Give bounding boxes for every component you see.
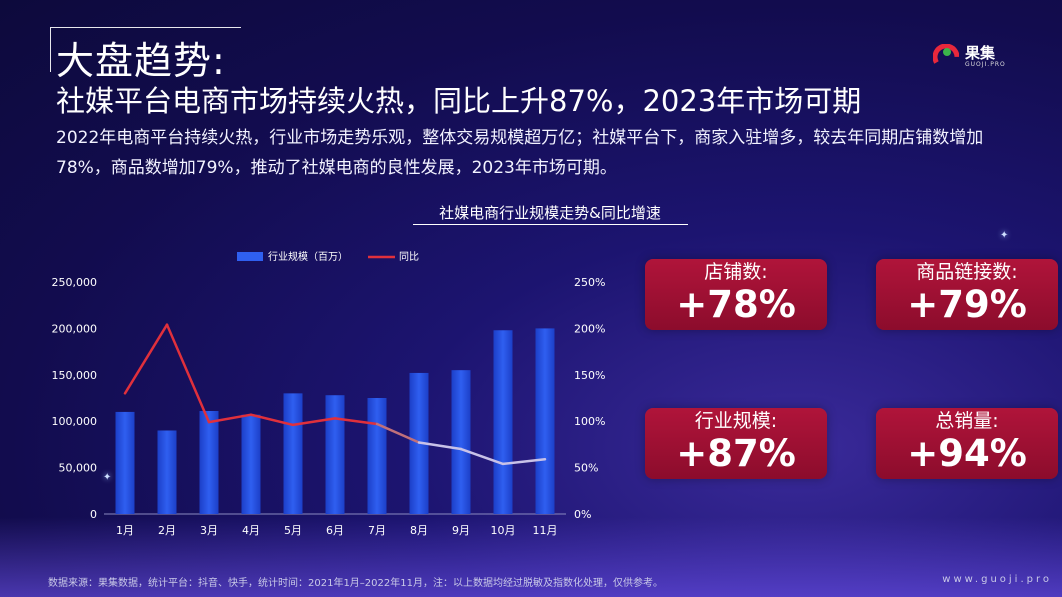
stat-card-label: 店铺数: bbox=[704, 261, 768, 283]
footer-note: 数据来源：果集数据，统计平台：抖音、快手，统计时间：2021年1月–2022年1… bbox=[48, 578, 663, 589]
bar bbox=[451, 370, 471, 514]
x-tick-label: 11月 bbox=[533, 524, 558, 537]
bar bbox=[283, 393, 303, 514]
bar bbox=[535, 328, 555, 514]
y-left-tick-label: 100,000 bbox=[52, 415, 98, 428]
y-left-tick-label: 50,000 bbox=[59, 462, 98, 475]
y-right-tick-label: 50% bbox=[574, 462, 598, 475]
page-subtitle: 社媒平台电商市场持续火热，同比上升87%，2023年市场可期 bbox=[56, 84, 862, 118]
bar bbox=[157, 430, 177, 514]
stat-card-label: 商品链接数: bbox=[916, 261, 1018, 283]
line-segment bbox=[123, 323, 169, 395]
y-right-tick-label: 200% bbox=[574, 322, 605, 335]
line-segment bbox=[375, 422, 421, 444]
x-tick-label: 4月 bbox=[242, 524, 260, 537]
page-title: 大盘趋势: bbox=[56, 39, 226, 83]
bar bbox=[493, 330, 513, 514]
legend-bar-label: 行业规模（百万） bbox=[268, 250, 348, 263]
page-description: 2022年电商平台持续火热，行业市场走势乐观，整体交易规模超万亿；社媒平台下，商… bbox=[56, 128, 984, 178]
chart: 0 50,000 100,000 150,000 200,000 250,000 0% 50%… bbox=[52, 250, 606, 537]
line-segment bbox=[207, 413, 253, 424]
background-glow bbox=[0, 517, 1062, 597]
footer-url: www.guoji.pro bbox=[942, 574, 1052, 585]
legend-line-label: 同比 bbox=[399, 251, 419, 263]
x-tick-label: 6月 bbox=[326, 524, 344, 537]
x-tick-label: 3月 bbox=[200, 524, 218, 537]
stat-card-label: 总销量: bbox=[935, 410, 999, 432]
logo-subtext: GUOJI.PRO bbox=[965, 61, 1006, 68]
x-tick-label: 1月 bbox=[116, 524, 134, 537]
stat-card-value: +79% bbox=[907, 283, 1027, 326]
bar bbox=[199, 410, 219, 514]
y-left-tick-label: 150,000 bbox=[52, 369, 98, 382]
y-left-tick-label: 200,000 bbox=[52, 322, 98, 335]
y-left-tick-label: 0 bbox=[90, 508, 97, 521]
chart-title: 社媒电商行业规模走势&同比增速 bbox=[439, 204, 661, 222]
bar bbox=[325, 395, 345, 514]
y-left-tick-label: 250,000 bbox=[52, 276, 98, 289]
stat-card-label: 行业规模: bbox=[694, 410, 778, 432]
y-right-tick-label: 100% bbox=[574, 415, 605, 428]
sparkle-icon: ✦ bbox=[1000, 230, 1009, 241]
x-tick-label: 2月 bbox=[158, 524, 176, 537]
x-tick-label: 5月 bbox=[284, 524, 302, 537]
x-tick-label: 9月 bbox=[452, 524, 470, 537]
stat-card-value: +94% bbox=[907, 432, 1027, 475]
y-right-tick-label: 250% bbox=[574, 276, 605, 289]
logo-icon bbox=[933, 44, 959, 70]
sparkle-icon: ✦ bbox=[103, 472, 112, 483]
legend-bar-swatch bbox=[237, 252, 263, 261]
line-segment bbox=[417, 441, 463, 451]
logo-name: 果集 bbox=[965, 44, 996, 62]
brand-logo: 果集 GUOJI.PRO bbox=[933, 44, 1006, 70]
stat-card-stores: 店铺数: +78% bbox=[645, 259, 827, 330]
chart-title-underline bbox=[413, 224, 688, 225]
line-segment bbox=[291, 417, 337, 427]
line-segment bbox=[459, 447, 505, 466]
stat-card-product-links: 商品链接数: +79% bbox=[876, 259, 1058, 330]
line-segment bbox=[333, 417, 379, 426]
x-tick-label: 7月 bbox=[368, 524, 386, 537]
title-frame bbox=[50, 27, 241, 72]
line-segment bbox=[165, 323, 211, 424]
y-right-tick-label: 0% bbox=[574, 508, 591, 521]
bar bbox=[367, 398, 387, 514]
bar bbox=[241, 414, 261, 514]
line-segment bbox=[249, 413, 295, 427]
stat-card-total-sales: 总销量: +94% bbox=[876, 408, 1058, 479]
stat-card-value: +78% bbox=[676, 283, 796, 326]
y-right-tick-label: 150% bbox=[574, 369, 605, 382]
line-segment bbox=[501, 457, 547, 466]
stat-card-industry-scale: 行业规模: +87% bbox=[645, 408, 827, 479]
stat-card-value: +87% bbox=[676, 432, 796, 475]
x-tick-label: 10月 bbox=[491, 524, 516, 537]
bar bbox=[115, 411, 135, 514]
x-tick-label: 8月 bbox=[410, 524, 428, 537]
